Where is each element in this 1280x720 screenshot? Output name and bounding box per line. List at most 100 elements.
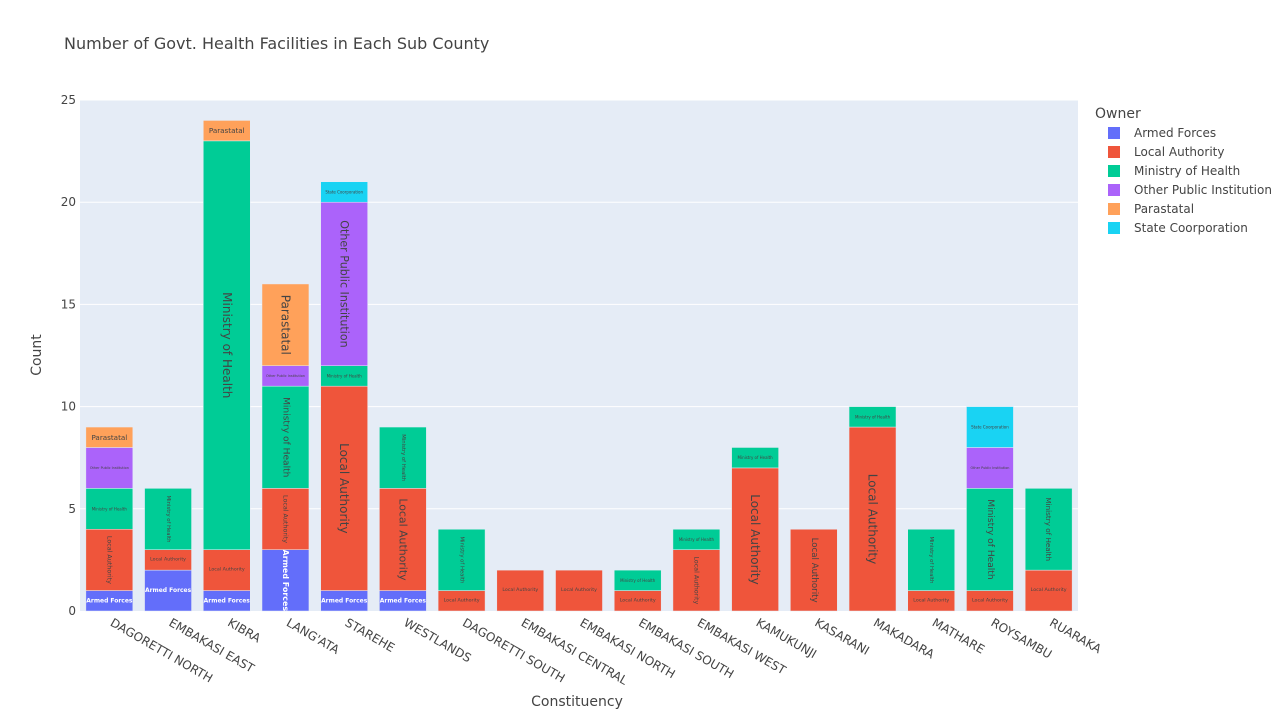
bar-label-local-authority-embakasi-east: Local Authority xyxy=(150,556,186,562)
y-tick-label-20: 20 xyxy=(61,195,76,209)
bar-label-local-authority-ruaraka: Local Authority xyxy=(1031,587,1067,593)
legend-item-other-public-institution[interactable]: Other Public Institution xyxy=(1095,180,1275,199)
bar-armed-forces-lang-ata xyxy=(261,549,310,612)
legend: Owner Armed Forces Local Authority Ministr… xyxy=(1095,105,1275,237)
bar-label-state-coorporation-starehe: State Coorporation xyxy=(325,189,363,194)
legend-label-other-public-institution: Other Public Institution xyxy=(1134,182,1272,197)
bar-state-coorporation-starehe xyxy=(320,181,368,203)
legend-item-armed-forces[interactable]: Armed Forces xyxy=(1095,123,1275,142)
legend-label-armed-forces: Armed Forces xyxy=(1134,125,1217,140)
bar-label-ministry-of-health-makadara: Ministry of Health xyxy=(855,414,891,419)
bar-label-armed-forces-embakasi-east: Armed Forces xyxy=(145,587,192,594)
bar-ministry-of-health-kibra xyxy=(203,140,251,550)
bar-label-ministry-of-health-ruaraka: Ministry of Health xyxy=(1044,497,1053,561)
x-tick-label-mathare: MATHARE xyxy=(930,615,987,656)
x-tick-label-roysambu: ROYSAMBU xyxy=(988,615,1054,661)
bar-label-ministry-of-health-dagoretti-north: Ministry of Health xyxy=(92,506,128,511)
bar-label-ministry-of-health-starehe: Ministry of Health xyxy=(327,373,363,378)
bar-label-parastatal-dagoretti-north: Parastatal xyxy=(91,433,127,442)
legend-swatch-armed-forces xyxy=(1108,126,1120,139)
bar-local-authority-westlands xyxy=(379,488,427,591)
bar-ministry-of-health-kamukunji xyxy=(731,447,779,469)
bar-label-local-authority-embakasi-south: Local Authority xyxy=(620,597,656,603)
bar-label-ministry-of-health-kamukunji: Ministry of Health xyxy=(738,455,774,460)
y-tick-label-5: 5 xyxy=(68,502,76,516)
bar-label-ministry-of-health-embakasi-east: Ministry of Health xyxy=(165,496,171,543)
bar-label-local-authority-roysambu: Local Authority xyxy=(972,597,1008,603)
bar-label-local-authority-embakasi-central: Local Authority xyxy=(502,587,538,593)
legend-swatch-ministry-of-health xyxy=(1108,164,1120,177)
bar-label-state-coorporation-roysambu: State Coorporation xyxy=(971,425,1009,430)
bar-labels: Armed Forces Armed Forces Armed Forces Arme… xyxy=(86,126,1067,611)
bar-label-ministry-of-health-embakasi-west: Ministry of Health xyxy=(679,537,715,542)
x-tick-label-lang-ata: LANG'ATA xyxy=(284,615,342,657)
bar-label-other-public-institution-starehe: Other Public Institution xyxy=(338,220,351,347)
y-tick-label-10: 10 xyxy=(61,400,76,414)
x-tick-label-embakasi-north: EMBAKASI NORTH xyxy=(578,615,678,681)
bar-local-authority-dagoretti-north xyxy=(85,528,134,591)
bar-label-other-public-institution-roysambu: Other Public Institution xyxy=(970,466,1009,470)
legend-label-local-authority: Local Authority xyxy=(1134,144,1225,159)
legend-label-state-coorporation: State Coorporation xyxy=(1134,220,1248,235)
bar-ministry-of-health-dagoretti-north xyxy=(85,488,134,530)
bar-label-ministry-of-health-lang-ata: Ministry of Health xyxy=(280,397,290,477)
legend-label-parastatal: Parastatal xyxy=(1134,201,1195,216)
bar-label-parastatal-lang-ata: Parastatal xyxy=(278,295,292,355)
bar-label-ministry-of-health-kibra: Ministry of Health xyxy=(220,292,234,398)
bar-label-local-authority-mathare: Local Authority xyxy=(913,597,949,603)
bar-label-local-authority-dagoretti-north: Local Authority xyxy=(105,536,113,584)
chart-title: Number of Govt. Health Facilities in Eac… xyxy=(64,34,490,53)
x-tick-label-dagoretti-south: DAGORETTI SOUTH xyxy=(460,615,567,685)
x-tick-label-dagoretti-north: DAGORETTI NORTH xyxy=(108,615,215,685)
x-tick-label-makadara: MAKADARA xyxy=(871,615,937,661)
bar-label-armed-forces-dagoretti-north: Armed Forces xyxy=(86,597,133,604)
bar-ministry-of-health-roysambu xyxy=(966,488,1014,591)
bar-label-ministry-of-health-westlands: Ministry of Health xyxy=(400,434,406,481)
legend-title: Owner xyxy=(1095,106,1141,122)
x-tick-label-ruaraka: RUARAKA xyxy=(1047,615,1104,656)
x-tick-label-starehe: STAREHE xyxy=(343,615,397,654)
bar-local-authority-makadara xyxy=(848,426,897,612)
bar-local-authority-ruaraka xyxy=(1024,569,1073,612)
bar-label-local-authority-lang-ata: Local Authority xyxy=(281,495,289,543)
bar-label-ministry-of-health-roysambu: Ministry of Health xyxy=(985,499,995,579)
bar-label-local-authority-embakasi-west: Local Authority xyxy=(692,556,700,604)
bar-label-armed-forces-westlands: Armed Forces xyxy=(380,597,427,604)
bar-local-authority-embakasi-central xyxy=(496,569,545,612)
bar-label-local-authority-dagoretti-south: Local Authority xyxy=(444,597,480,603)
legend-item-ministry-of-health[interactable]: Ministry of Health xyxy=(1095,161,1275,180)
legend-item-local-authority[interactable]: Local Authority xyxy=(1095,142,1275,161)
bar-state-coorporation-roysambu xyxy=(966,406,1014,448)
bar-other-public-institution-dagoretti-north xyxy=(85,447,134,489)
legend-swatch-parastatal xyxy=(1108,202,1120,215)
legend-item-parastatal[interactable]: Parastatal xyxy=(1095,199,1275,218)
y-tick-label-0: 0 xyxy=(68,604,76,618)
bar-label-armed-forces-starehe: Armed Forces xyxy=(321,597,368,604)
bar-label-local-authority-starehe: Local Authority xyxy=(337,443,351,533)
bar-local-authority-starehe xyxy=(320,385,368,591)
x-axis-title: Constituency xyxy=(531,694,623,710)
bar-label-local-authority-kasarani: Local Authority xyxy=(809,538,819,603)
bar-label-other-public-institution-dagoretti-north: Other Public Institution xyxy=(90,466,129,470)
bar-label-ministry-of-health-embakasi-south: Ministry of Health xyxy=(620,578,656,583)
bar-ministry-of-health-embakasi-west xyxy=(672,528,721,550)
legend-swatch-local-authority xyxy=(1108,145,1120,158)
bar-local-authority-kamukunji xyxy=(731,467,779,612)
bar-ministry-of-health-ruaraka xyxy=(1024,488,1073,571)
bar-ministry-of-health-dagoretti-south xyxy=(437,528,486,591)
bar-label-armed-forces-lang-ata: Armed Forces xyxy=(281,550,290,612)
legend-label-ministry-of-health: Ministry of Health xyxy=(1134,163,1241,178)
legend-item-state-coorporation[interactable]: State Coorporation xyxy=(1095,218,1275,237)
bar-parastatal-kibra xyxy=(203,120,251,142)
bar-label-local-authority-embakasi-north: Local Authority xyxy=(561,587,597,593)
bar-parastatal-lang-ata xyxy=(261,283,310,366)
bar-label-ministry-of-health-mathare: Ministry of Health xyxy=(928,536,934,583)
bar-ministry-of-health-mathare xyxy=(907,528,955,591)
y-tick-label-15: 15 xyxy=(61,297,76,311)
bar-armed-forces-embakasi-east xyxy=(144,569,192,612)
bars xyxy=(85,120,1073,612)
x-tick-label-embakasi-south: EMBAKASI SOUTH xyxy=(636,615,736,681)
bar-ministry-of-health-embakasi-east xyxy=(144,488,192,550)
legend-swatch-other-public-institution xyxy=(1108,183,1120,196)
